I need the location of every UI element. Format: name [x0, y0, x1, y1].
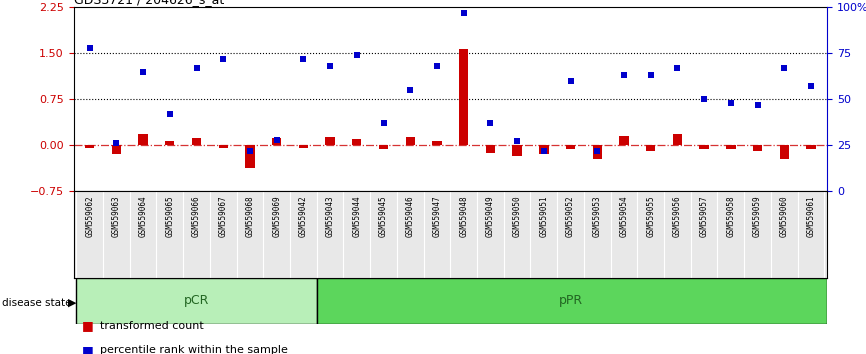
Text: GSM559048: GSM559048: [459, 195, 469, 237]
Text: GDS3721 / 204626_s_at: GDS3721 / 204626_s_at: [74, 0, 223, 6]
Text: GSM559050: GSM559050: [513, 195, 521, 237]
Bar: [272, 138, 281, 145]
Text: GSM559068: GSM559068: [245, 195, 255, 237]
Bar: [700, 145, 708, 149]
Text: GSM559064: GSM559064: [139, 195, 147, 237]
Bar: [619, 136, 629, 145]
Text: GSM559056: GSM559056: [673, 195, 682, 237]
Text: GSM559063: GSM559063: [112, 195, 121, 237]
Text: GSM559047: GSM559047: [432, 195, 442, 237]
Text: GSM559053: GSM559053: [592, 195, 602, 237]
Bar: [85, 145, 94, 148]
Text: GSM559062: GSM559062: [85, 195, 94, 237]
Bar: [352, 139, 361, 145]
Bar: [727, 145, 735, 149]
Text: GSM559044: GSM559044: [352, 195, 361, 237]
Bar: [753, 145, 762, 151]
Bar: [540, 145, 548, 154]
Text: GSM559043: GSM559043: [326, 195, 334, 237]
Text: GSM559067: GSM559067: [219, 195, 228, 237]
Text: GSM559049: GSM559049: [486, 195, 494, 237]
Bar: [326, 137, 335, 145]
Text: ■: ■: [82, 344, 94, 354]
Text: GSM559059: GSM559059: [753, 195, 762, 237]
Text: disease state: disease state: [2, 298, 71, 308]
Text: GSM559066: GSM559066: [192, 195, 201, 237]
Bar: [299, 145, 308, 148]
Bar: [673, 134, 682, 145]
Text: pPR: pPR: [559, 295, 583, 307]
Text: GSM559042: GSM559042: [299, 195, 308, 237]
Text: GSM559054: GSM559054: [619, 195, 629, 237]
Bar: [218, 145, 228, 148]
Text: ■: ■: [82, 319, 94, 332]
Text: GSM559051: GSM559051: [540, 195, 548, 237]
Bar: [165, 142, 174, 145]
Bar: [513, 145, 522, 156]
Bar: [76, 278, 317, 324]
Bar: [565, 145, 575, 149]
Bar: [486, 145, 495, 153]
Text: percentile rank within the sample: percentile rank within the sample: [100, 346, 288, 354]
Bar: [646, 145, 656, 151]
Bar: [245, 145, 255, 169]
Bar: [592, 145, 602, 159]
Bar: [806, 145, 816, 149]
Text: GSM559046: GSM559046: [406, 195, 415, 237]
Text: GSM559069: GSM559069: [272, 195, 281, 237]
Text: GSM559045: GSM559045: [379, 195, 388, 237]
Bar: [192, 138, 201, 145]
Bar: [378, 145, 388, 149]
Text: GSM559061: GSM559061: [806, 195, 816, 237]
Bar: [779, 145, 789, 159]
Text: pCR: pCR: [184, 295, 210, 307]
Text: GSM559057: GSM559057: [700, 195, 708, 237]
Bar: [405, 137, 415, 145]
Text: transformed count: transformed count: [100, 321, 204, 331]
Bar: [317, 278, 827, 324]
Text: GSM559060: GSM559060: [779, 195, 789, 237]
Text: GSM559055: GSM559055: [646, 195, 656, 237]
Bar: [459, 49, 469, 145]
Text: GSM559065: GSM559065: [165, 195, 174, 237]
Bar: [112, 145, 121, 154]
Bar: [139, 134, 148, 145]
Text: GSM559052: GSM559052: [566, 195, 575, 237]
Bar: [432, 141, 442, 145]
Text: GSM559058: GSM559058: [727, 195, 735, 237]
Text: ▶: ▶: [68, 298, 76, 308]
